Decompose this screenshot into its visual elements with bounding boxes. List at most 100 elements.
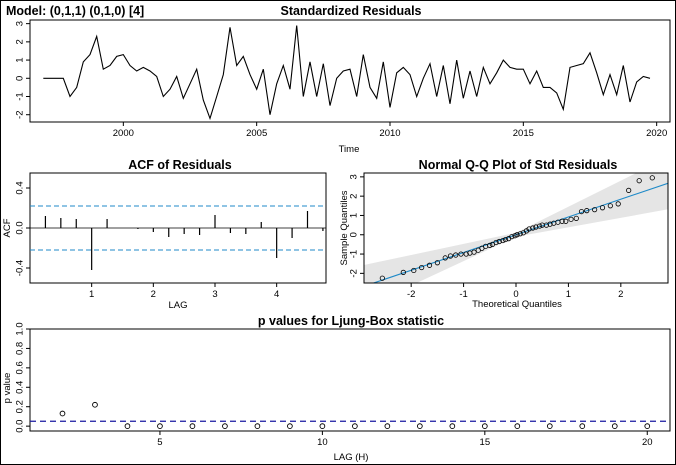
acf-x-tick-label: 4 (274, 289, 279, 300)
ljung-box-title: p values for Ljung-Box statistic (258, 314, 444, 328)
qq-y-tick-label: 3 (349, 174, 360, 179)
ljung-box-point (287, 423, 293, 429)
ljung-box-y-tick-label: 0.8 (15, 342, 26, 355)
residuals-x-tick-label: 2010 (379, 128, 400, 139)
qq-point (411, 267, 417, 274)
ljung-box-x-tick-label: 10 (317, 437, 328, 448)
residuals-x-tick-label: 2015 (513, 128, 534, 139)
qq-ylabel: Sample Quantiles (339, 190, 350, 265)
qq-point (592, 207, 598, 213)
qq-point (607, 203, 613, 209)
qq-point (636, 178, 642, 184)
residuals-y-tick-label: -2 (15, 110, 26, 118)
residuals-x-tick-label: 2020 (646, 128, 667, 139)
qq-panel: Normal Q-Q Plot of Std Residuals -2 -1 0 1 2… (339, 158, 669, 310)
qq-point (543, 222, 550, 228)
qq-point (493, 239, 499, 246)
residuals-plot-box (29, 19, 671, 123)
qq-point (599, 205, 606, 211)
acf-ylabel: ACF (2, 218, 13, 237)
qq-plot-area (364, 173, 668, 283)
qq-point (502, 236, 509, 243)
ljung-box-ylabel: p value (2, 373, 13, 404)
qq-point (530, 225, 536, 231)
qq-point (526, 226, 532, 232)
ljung-box-x-tick-label: 5 (157, 437, 162, 448)
qq-point (458, 251, 464, 257)
acf-title: ACF of Residuals (128, 158, 232, 172)
ljung-box-y-tick-label: 0.4 (15, 381, 26, 394)
qq-x-tick-label: 0 (513, 289, 518, 300)
qq-point (584, 208, 590, 214)
ljung-box-plot-box (29, 328, 671, 432)
residuals-x-tick-label: 2000 (113, 128, 134, 139)
residuals-series-line (43, 25, 651, 121)
ljung-box-point (611, 423, 618, 429)
qq-point (563, 218, 569, 224)
ljung-box-y-tick-label: 0.6 (15, 361, 26, 374)
qq-point (615, 201, 621, 207)
qq-reference-line (371, 182, 668, 283)
qq-point (536, 223, 543, 229)
ljung-box-point (416, 423, 423, 429)
qq-point (419, 264, 425, 271)
acf-xlabel: LAG (168, 300, 187, 311)
ljung-box-y-tick-label: 0.2 (15, 400, 26, 413)
qq-point (573, 215, 579, 221)
ljung-box-point (514, 423, 521, 429)
ljung-box-point (481, 423, 488, 429)
qq-point (500, 237, 506, 244)
ljung-box-point (92, 401, 98, 408)
ljung-box-point (157, 423, 163, 429)
ljung-box-point (124, 423, 131, 429)
acf-x-tick-label: 2 (151, 289, 156, 300)
qq-point (568, 216, 574, 222)
qq-point (471, 249, 477, 255)
qq-point (649, 175, 655, 181)
qq-point (463, 251, 469, 257)
residuals-y-tick-label: 0 (15, 76, 26, 81)
ljung-box-point (644, 423, 651, 429)
residuals-x-tick-label: 2005 (246, 128, 267, 139)
qq-point (559, 218, 565, 224)
residuals-y-tick-label: 3 (15, 21, 26, 26)
acf-marks: 1 2 3 4 -0.4 0.0 0.4 (15, 181, 326, 300)
qq-point (434, 260, 440, 266)
ljung-box-point (449, 423, 456, 429)
qq-point (533, 224, 539, 230)
ljung-box-point (254, 423, 261, 429)
ljung-box-xlabel: LAG (H) (334, 452, 369, 463)
ljung-box-point (352, 423, 358, 429)
acf-x-tick-label: 3 (212, 289, 217, 300)
ljung-box-point (222, 423, 228, 429)
qq-y-tick-label: 2 (349, 194, 360, 199)
qq-point (442, 255, 448, 261)
qq-marks: -2 -1 0 1 2 -2 -1 0 1 2 3 (349, 172, 669, 300)
acf-y-tick-label: 0.4 (15, 181, 26, 194)
qq-y-tick-label: -2 (349, 269, 360, 277)
residuals-y-tick-label: 1 (15, 57, 26, 62)
ljung-box-panel: p values for Ljung-Box statistic 5 10 15 20… (2, 314, 671, 463)
qq-point (426, 262, 433, 268)
residuals-y-tick-label: 2 (15, 39, 26, 44)
ljung-box-point (579, 423, 586, 429)
residuals-xlabel: Time (339, 144, 360, 155)
qq-point (453, 252, 459, 258)
residuals-title: Standardized Residuals (280, 4, 421, 18)
ljung-box-point (189, 423, 196, 429)
acf-panel: ACF of Residuals 1 2 3 4 -0.4 0.0 0.4 LAG ACF (2, 158, 327, 311)
qq-y-tick-label: -1 (349, 250, 360, 258)
residuals-y-tick-label: -1 (15, 92, 26, 100)
qq-point (578, 208, 585, 215)
qq-xlabel: Theoretical Quantiles (472, 299, 562, 310)
qq-point (509, 234, 515, 240)
qq-title: Normal Q-Q Plot of Std Residuals (419, 158, 618, 172)
acf-y-tick-label: 0.0 (15, 221, 26, 234)
qq-point (487, 242, 493, 248)
ljung-box-point (546, 423, 553, 429)
qq-y-tick-label: 0 (349, 232, 360, 237)
residuals-marks: 2000 2005 2010 2015 2020 -2 -1 0 1 2 3 (15, 21, 668, 139)
ljung-box-point (384, 423, 391, 429)
qq-x-tick-label: -2 (407, 289, 415, 300)
ljung-box-point (59, 410, 66, 417)
